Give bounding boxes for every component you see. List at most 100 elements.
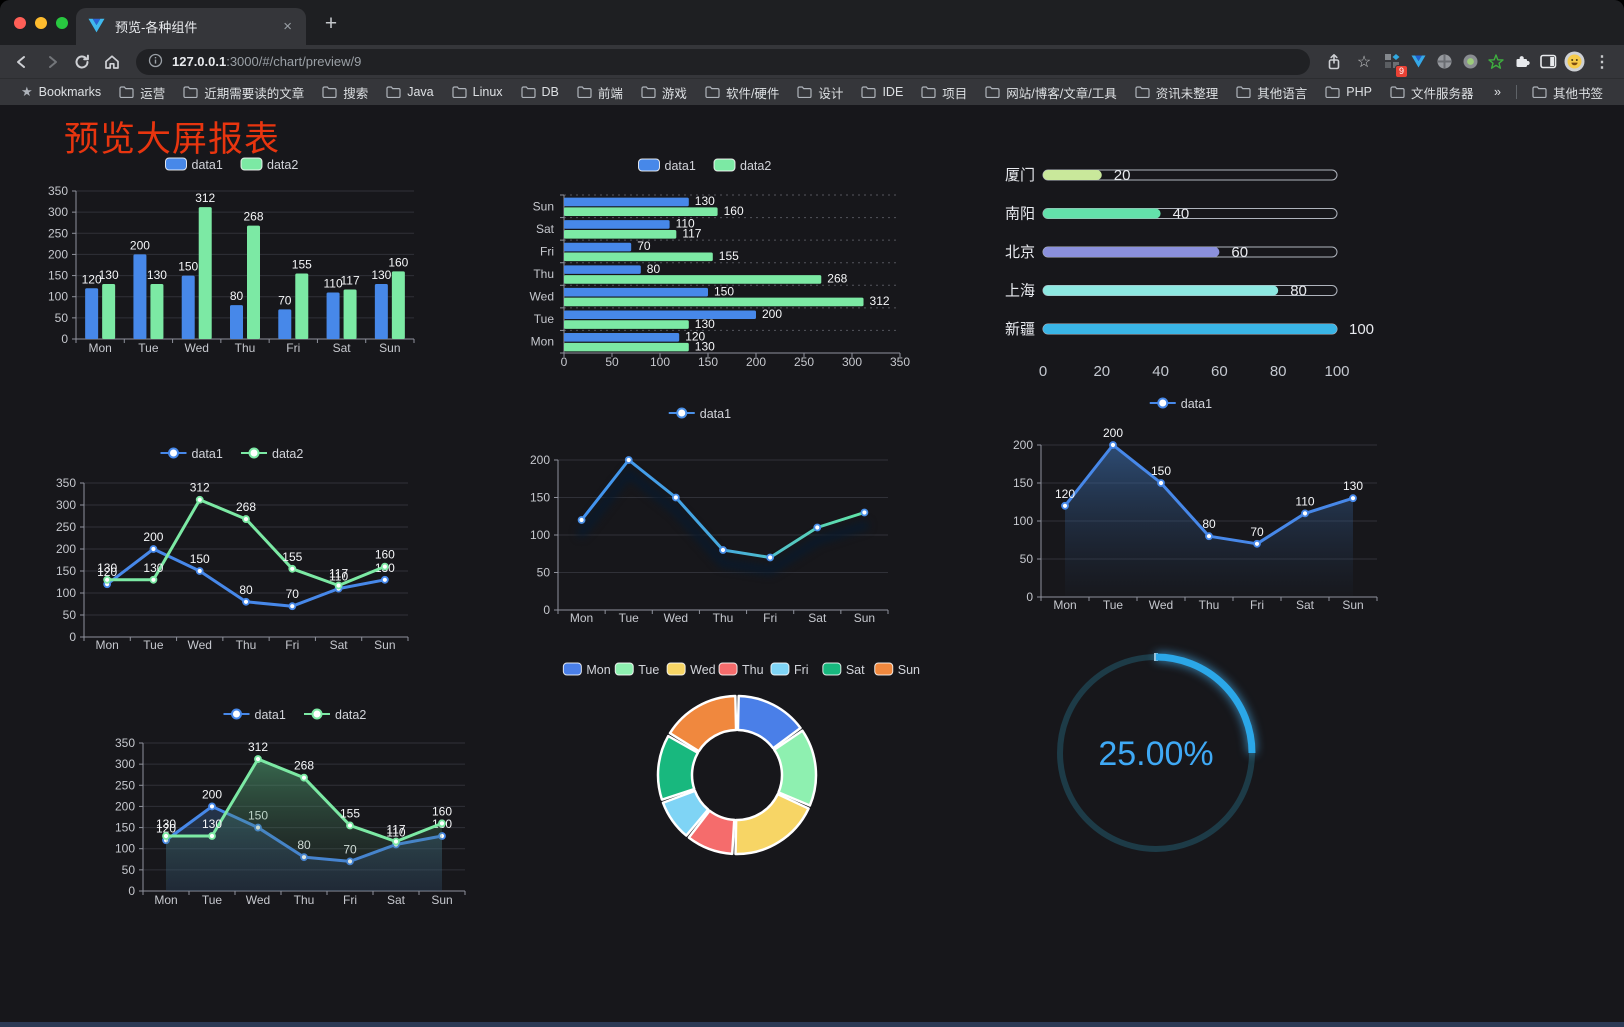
gradient-line-chart[interactable]: 0 50 100 150 200 Mon Tue Wed Thu Fri Sat Sun data1 <box>500 397 920 629</box>
svg-text:150: 150 <box>178 260 198 274</box>
bookmark-folder[interactable]: 项目 <box>912 83 976 102</box>
bookmark-folder[interactable]: 网站/博客/文章/工具 <box>976 83 1125 102</box>
svg-text:data2: data2 <box>267 158 298 172</box>
horizontal-bar-chart[interactable]: Sun Sat Fri Thu Wed Tue Mon 0 50 100 150 200 250 300 3… <box>500 147 920 387</box>
home-icon[interactable] <box>98 49 126 75</box>
svg-text:250: 250 <box>115 778 135 792</box>
chart-legend[interactable]: data1 <box>668 407 731 421</box>
bookmarks-folders: 运营 近期需要读的文章 搜索 Java Linux DB 前端 游戏 软件/硬件 设计 IDE 项目 网… <box>110 83 1482 102</box>
svg-text:120: 120 <box>97 565 117 579</box>
svg-text:Sun: Sun <box>898 663 920 677</box>
bookmark-folder[interactable]: PHP <box>1316 83 1381 102</box>
svg-text:268: 268 <box>236 500 256 514</box>
svg-text:120: 120 <box>82 272 102 286</box>
bookmark-folder[interactable]: 文件服务器 <box>1381 83 1483 102</box>
extension-circle-icon[interactable] <box>1432 50 1456 74</box>
svg-text:155: 155 <box>719 249 739 263</box>
svg-text:250: 250 <box>794 355 814 369</box>
extension-grid-icon[interactable]: 9 <box>1380 50 1408 78</box>
bookmarks-overflow-chevron[interactable]: » <box>1494 85 1501 99</box>
area-line-chart[interactable]: 0 50 100 150 200 Mon Tue Wed Thu Fri Sat Sun 120 200 1… <box>985 389 1415 621</box>
bookmark-folder[interactable]: DB <box>512 83 568 102</box>
bookmark-folder[interactable]: 软件/硬件 <box>696 83 788 102</box>
city-progress-chart[interactable]: 厦门 20 南阳 40 北京 60 上海 80 新疆 100 0 20 40 60 80 100 <box>985 149 1415 394</box>
chart-legend[interactable]: data1 <box>1149 397 1212 411</box>
svg-text:Sun: Sun <box>1342 598 1363 612</box>
svg-text:150: 150 <box>698 355 718 369</box>
maximize-window-button[interactable] <box>56 17 68 29</box>
svg-text:Tue: Tue <box>534 312 555 326</box>
bookmark-folder[interactable]: 游戏 <box>632 83 696 102</box>
grouped-bar-chart[interactable]: 0 50 100 150 200 250 300 350 Mon Tue Wed Thu Fri Sat S… <box>40 149 460 385</box>
percent-gauge-chart[interactable]: 25.00% <box>1040 637 1280 877</box>
svg-text:Sat: Sat <box>808 611 827 625</box>
svg-text:Tue: Tue <box>202 893 223 907</box>
bookmarks-star-item[interactable]: ★ Bookmarks <box>12 84 110 100</box>
browser-tab[interactable]: 预览-各种组件 × <box>76 8 306 45</box>
other-bookmarks[interactable]: 其他书签 <box>1523 83 1612 102</box>
folder-icon <box>985 86 1000 98</box>
bookmark-star-icon[interactable]: ☆ <box>1356 53 1372 71</box>
svg-text:130: 130 <box>97 561 117 575</box>
green-star-icon[interactable] <box>1484 50 1508 74</box>
puzzle-extensions-icon[interactable] <box>1510 50 1534 74</box>
bookmark-folder[interactable]: 运营 <box>110 83 174 102</box>
svg-text:155: 155 <box>340 806 360 820</box>
svg-text:Thu: Thu <box>235 341 256 355</box>
chart-legend[interactable]: data1 data2 <box>638 158 772 173</box>
chart-legend[interactable]: data1 data2 <box>160 447 304 461</box>
svg-text:155: 155 <box>292 257 312 271</box>
bookmark-folder[interactable]: 资讯未整理 <box>1126 83 1228 102</box>
chart-legend[interactable]: data1 data2 <box>165 157 299 172</box>
svg-text:北京: 北京 <box>1005 244 1035 261</box>
svg-text:Mon: Mon <box>1053 598 1076 612</box>
svg-text:0: 0 <box>69 630 76 644</box>
bookmark-folder[interactable]: 前端 <box>568 83 632 102</box>
weekday-donut-chart[interactable]: Mon Tue Wed Thu Fri Sat Sun <box>530 649 950 893</box>
bookmark-folder[interactable]: Linux <box>443 83 512 102</box>
svg-text:data1: data1 <box>192 158 223 172</box>
side-panel-icon[interactable] <box>1536 50 1560 74</box>
tab-title: 预览-各种组件 <box>115 20 198 35</box>
vue-devtools-icon[interactable] <box>1406 50 1430 74</box>
bookmark-folder[interactable]: 设计 <box>788 83 852 102</box>
svg-text:200: 200 <box>48 247 68 261</box>
folder-icon <box>1325 86 1340 98</box>
back-icon[interactable] <box>8 49 36 75</box>
bookmark-folder[interactable]: 近期需要读的文章 <box>174 83 313 102</box>
profile-avatar[interactable] <box>1562 50 1586 74</box>
site-info-icon[interactable] <box>148 53 163 71</box>
bookmark-folder[interactable]: 搜索 <box>313 83 377 102</box>
bookmark-folder[interactable]: 其他语言 <box>1227 83 1316 102</box>
close-window-button[interactable] <box>14 17 26 29</box>
dual-area-chart[interactable]: 0 50 100 150 200 250 300 350 Mon Tue Wed Thu Fri Sat S… <box>95 677 525 921</box>
dual-line-chart[interactable]: 0 50 100 150 200 250 300 350 Mon Tue Wed Thu Fri Sat S… <box>40 425 460 661</box>
share-icon[interactable] <box>1320 49 1348 75</box>
bookmark-folder[interactable]: IDE <box>852 83 912 102</box>
svg-text:50: 50 <box>55 311 69 325</box>
svg-text:Wed: Wed <box>1149 598 1173 612</box>
svg-text:350: 350 <box>56 476 76 490</box>
extension-dot-icon[interactable] <box>1458 50 1482 74</box>
svg-text:160: 160 <box>375 548 395 562</box>
svg-text:data1: data1 <box>665 159 696 173</box>
chart-legend[interactable]: Mon Tue Wed Thu Fri Sat Sun <box>562 662 920 677</box>
url-bar[interactable]: 127.0.0.1:3000/#/chart/preview/9 <box>136 48 1310 75</box>
menu-icon[interactable]: ⋮ <box>1594 53 1610 71</box>
bookmark-folder[interactable]: Java <box>377 83 442 102</box>
minimize-window-button[interactable] <box>35 17 47 29</box>
reload-icon[interactable] <box>68 49 96 75</box>
svg-text:200: 200 <box>1013 438 1033 452</box>
forward-icon[interactable] <box>38 49 66 75</box>
close-tab-icon[interactable]: × <box>283 18 292 35</box>
bookmark-label: 文件服务器 <box>1410 86 1474 101</box>
new-tab-button[interactable]: + <box>324 12 338 35</box>
svg-text:南阳: 南阳 <box>1005 206 1035 223</box>
svg-text:350: 350 <box>48 184 68 198</box>
chart-legend[interactable]: data1 data2 <box>223 708 367 722</box>
svg-text:Fri: Fri <box>1250 598 1264 612</box>
svg-text:300: 300 <box>48 205 68 219</box>
folder-icon <box>641 86 656 98</box>
svg-text:厦门: 厦门 <box>1005 167 1035 184</box>
svg-text:268: 268 <box>294 759 314 773</box>
